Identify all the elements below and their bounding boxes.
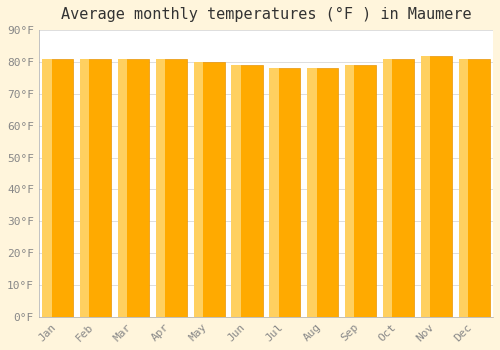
Bar <box>80 59 111 317</box>
Bar <box>42 59 51 317</box>
Bar <box>421 56 430 317</box>
Bar <box>421 56 452 317</box>
Bar <box>270 68 278 317</box>
Title: Average monthly temperatures (°F ) in Maumere: Average monthly temperatures (°F ) in Ma… <box>60 7 471 22</box>
Bar <box>270 68 300 317</box>
Bar <box>345 65 376 317</box>
Bar <box>458 59 468 317</box>
Bar <box>383 59 392 317</box>
Bar <box>156 59 187 317</box>
Bar <box>307 68 316 317</box>
Bar <box>80 59 90 317</box>
Bar <box>194 62 224 317</box>
Bar <box>118 59 127 317</box>
Bar <box>232 65 262 317</box>
Bar <box>42 59 74 317</box>
Bar <box>458 59 490 317</box>
Bar <box>307 68 338 317</box>
Bar <box>232 65 241 317</box>
Bar <box>383 59 414 317</box>
Bar <box>156 59 165 317</box>
Bar <box>118 59 149 317</box>
Bar <box>345 65 354 317</box>
Bar <box>194 62 203 317</box>
